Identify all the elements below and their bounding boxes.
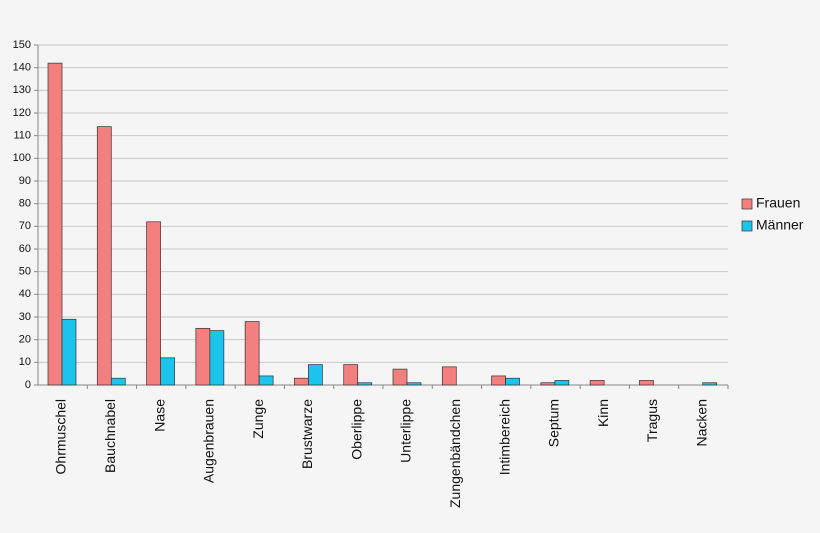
bar (505, 377, 520, 386)
x-tick-label: Nacken (693, 399, 709, 446)
bar (308, 364, 323, 386)
y-tick-label: 10 (19, 356, 31, 368)
y-tick-label: 60 (19, 243, 31, 255)
bar (589, 380, 605, 386)
bar (258, 375, 274, 386)
bar (146, 221, 161, 386)
y-tick-label: 80 (19, 198, 31, 210)
x-tick-label: Septum (546, 399, 562, 447)
bar (61, 318, 77, 386)
y-tick-label: 120 (13, 107, 31, 119)
y-tick-label: 100 (13, 152, 31, 164)
x-tick-label: Zunge (250, 399, 266, 439)
y-tick-label: 90 (19, 175, 31, 187)
x-tick-label: Tragus (644, 399, 660, 442)
y-tick-label: 130 (13, 84, 31, 96)
bar (554, 380, 570, 386)
y-tick-label: 30 (19, 311, 31, 323)
bar (96, 126, 112, 386)
bar (47, 62, 63, 386)
legend-swatch (741, 198, 753, 210)
bar (343, 364, 359, 386)
y-tick-label: 140 (13, 62, 31, 74)
y-tick-label: 110 (13, 130, 31, 142)
x-tick-label: Oberlippe (348, 399, 364, 460)
bar (195, 327, 211, 386)
y-tick-label: 0 (25, 379, 31, 391)
bar (441, 366, 457, 386)
x-tick-label: Intimbereich (496, 399, 512, 475)
bar (160, 357, 175, 386)
bar (702, 382, 718, 386)
bar (110, 377, 126, 386)
x-tick-label: Zungenbändchen (447, 399, 463, 508)
x-tick-label: Unterlippe (398, 399, 414, 463)
x-tick-label: Kinn (595, 399, 611, 427)
bar (294, 377, 309, 386)
bar (392, 368, 408, 386)
bar (639, 380, 654, 386)
x-tick-label: Brustwarze (299, 399, 315, 469)
legend-label: Männer (756, 217, 804, 233)
legend-swatch (741, 220, 753, 232)
bar (357, 382, 373, 386)
y-tick-label: 50 (19, 266, 31, 278)
bar (209, 330, 225, 386)
bar (540, 382, 556, 386)
x-tick-label: Nase (151, 399, 167, 432)
bar (406, 382, 422, 386)
y-tick-label: 40 (19, 288, 31, 300)
x-tick-label: Ohrmuschel (53, 399, 69, 474)
y-tick-label: 20 (19, 334, 31, 346)
y-tick-label: 70 (19, 220, 31, 232)
bar (491, 375, 506, 386)
x-tick-label: Augenbrauen (201, 399, 217, 483)
legend-label: Frauen (756, 195, 800, 211)
bar (244, 321, 260, 386)
y-tick-label: 150 (13, 39, 31, 51)
x-tick-label: Bauchnabel (102, 399, 118, 473)
